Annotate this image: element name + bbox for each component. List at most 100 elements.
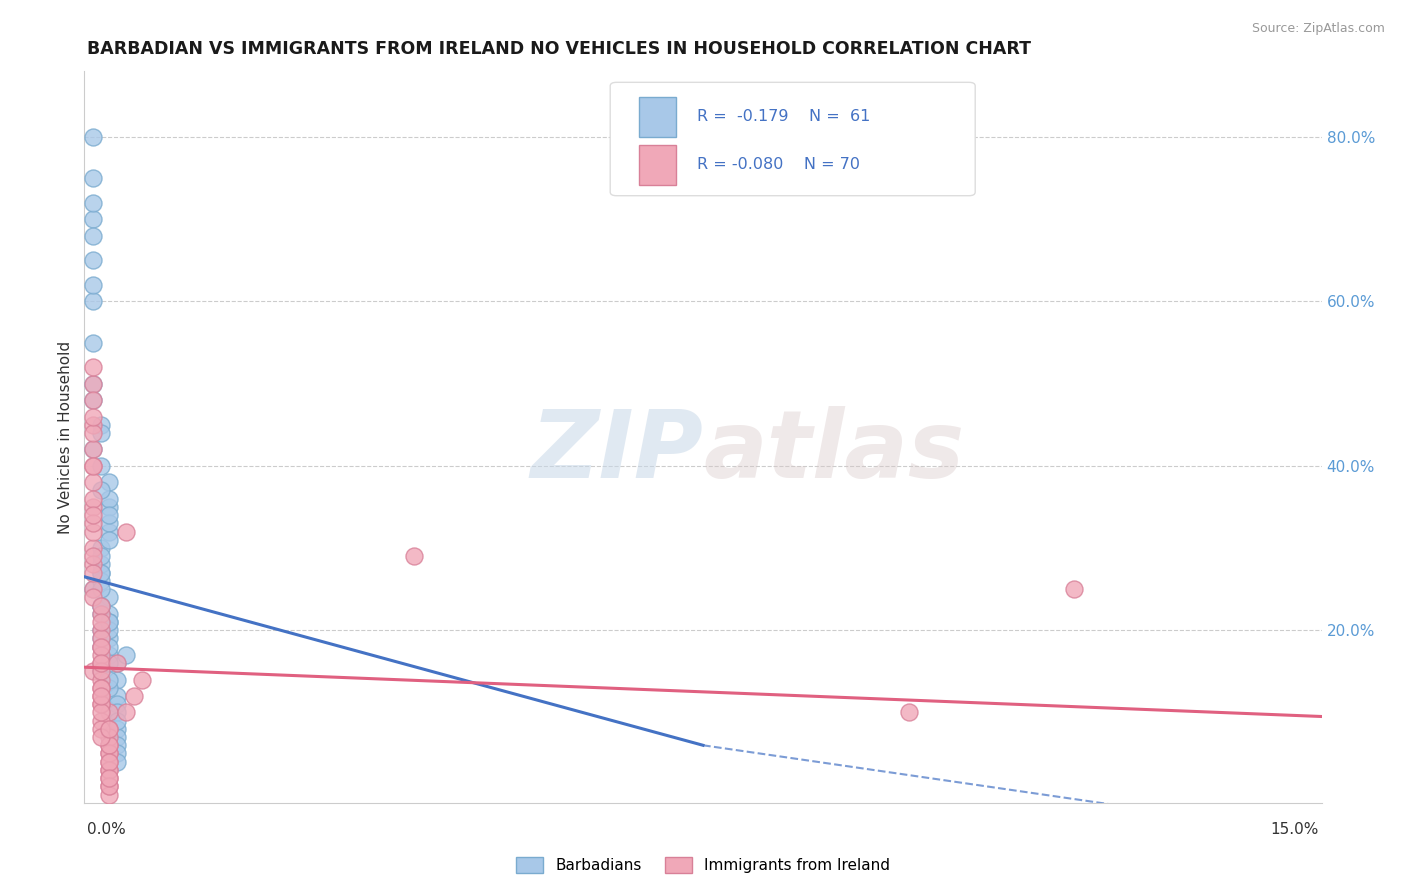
Point [82, 541, 104, 555]
Point [98, 508, 121, 523]
Point [105, 697, 128, 711]
Point [82, 425, 104, 440]
Point [98, 706, 121, 720]
Point [90, 632, 112, 646]
Point [90, 697, 112, 711]
Point [82, 458, 104, 473]
Point [90, 458, 112, 473]
Point [82, 516, 104, 531]
Point [90, 607, 112, 621]
Point [82, 409, 104, 424]
Point [90, 417, 112, 432]
Point [90, 681, 112, 695]
Text: BARBADIAN VS IMMIGRANTS FROM IRELAND NO VEHICLES IN HOUSEHOLD CORRELATION CHART: BARBADIAN VS IMMIGRANTS FROM IRELAND NO … [87, 40, 1031, 58]
Point [82, 228, 104, 243]
Point [105, 673, 128, 687]
Point [114, 706, 136, 720]
Point [98, 607, 121, 621]
Point [90, 640, 112, 654]
Point [90, 681, 112, 695]
FancyBboxPatch shape [610, 82, 976, 195]
Point [105, 730, 128, 744]
Point [90, 656, 112, 670]
Point [98, 771, 121, 785]
Point [90, 730, 112, 744]
Point [98, 747, 121, 761]
Text: 0.0%: 0.0% [87, 822, 127, 837]
Text: R =  -0.179    N =  61: R = -0.179 N = 61 [697, 109, 870, 124]
Point [82, 591, 104, 605]
Point [90, 566, 112, 580]
Point [98, 615, 121, 629]
Point [82, 253, 104, 268]
Point [98, 730, 121, 744]
Point [98, 755, 121, 769]
Point [98, 640, 121, 654]
Point [98, 516, 121, 531]
Point [105, 656, 128, 670]
Text: 15.0%: 15.0% [1271, 822, 1319, 837]
Point [90, 722, 112, 736]
Point [98, 648, 121, 662]
Point [82, 376, 104, 391]
Point [98, 673, 121, 687]
Point [98, 615, 121, 629]
Point [82, 294, 104, 309]
Point [1063, 582, 1085, 596]
Point [105, 689, 128, 703]
Point [82, 524, 104, 539]
Point [90, 656, 112, 670]
Point [90, 615, 112, 629]
Point [105, 747, 128, 761]
Point [90, 549, 112, 564]
Point [82, 665, 104, 679]
Point [90, 665, 112, 679]
FancyBboxPatch shape [638, 145, 676, 185]
Point [90, 624, 112, 638]
Point [90, 632, 112, 646]
Text: R = -0.080    N = 70: R = -0.080 N = 70 [697, 157, 860, 172]
Point [82, 393, 104, 408]
Point [82, 582, 104, 596]
Point [90, 582, 112, 596]
Point [131, 673, 153, 687]
Point [404, 549, 426, 564]
Point [98, 491, 121, 506]
Point [90, 599, 112, 613]
Point [90, 706, 112, 720]
Point [82, 442, 104, 457]
Point [98, 624, 121, 638]
Point [98, 739, 121, 753]
Point [82, 171, 104, 186]
Point [98, 500, 121, 514]
Point [98, 656, 121, 670]
Point [90, 558, 112, 572]
Point [90, 640, 112, 654]
Point [105, 714, 128, 728]
Point [90, 599, 112, 613]
Point [82, 566, 104, 580]
Point [98, 763, 121, 777]
Point [82, 278, 104, 293]
Point [98, 533, 121, 547]
Point [82, 458, 104, 473]
Y-axis label: No Vehicles in Household: No Vehicles in Household [58, 341, 73, 533]
Point [105, 755, 128, 769]
Point [90, 714, 112, 728]
Point [82, 508, 104, 523]
Point [82, 130, 104, 145]
FancyBboxPatch shape [638, 97, 676, 137]
Point [90, 697, 112, 711]
Point [98, 524, 121, 539]
Point [90, 665, 112, 679]
Point [82, 376, 104, 391]
Point [82, 442, 104, 457]
Point [98, 755, 121, 769]
Text: ZIP: ZIP [530, 406, 703, 498]
Point [82, 417, 104, 432]
Point [90, 689, 112, 703]
Point [82, 500, 104, 514]
Text: Source: ZipAtlas.com: Source: ZipAtlas.com [1251, 22, 1385, 36]
Point [82, 195, 104, 210]
Point [98, 591, 121, 605]
